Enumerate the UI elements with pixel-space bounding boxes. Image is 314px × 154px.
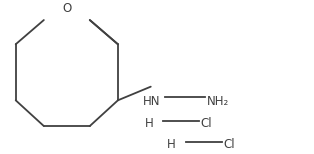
- Text: Cl: Cl: [223, 138, 235, 152]
- Text: O: O: [62, 2, 72, 15]
- Text: HN: HN: [143, 95, 160, 107]
- Text: H: H: [167, 138, 176, 152]
- Text: NH₂: NH₂: [206, 95, 229, 107]
- Text: Cl: Cl: [201, 117, 212, 130]
- Text: H: H: [144, 117, 153, 130]
